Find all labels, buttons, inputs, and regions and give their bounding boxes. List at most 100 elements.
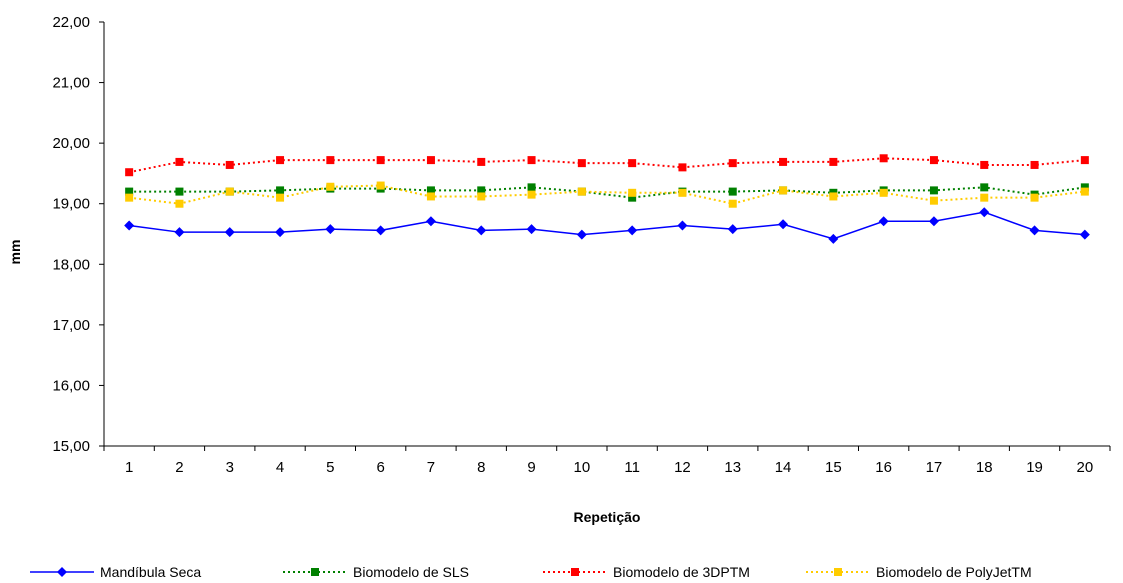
data-point [1080,187,1089,196]
y-tick-label: 19,00 [52,196,90,213]
x-tick-label: 15 [825,459,842,476]
data-point [829,157,838,166]
data-point [425,216,436,227]
data-point [426,192,435,201]
data-point [779,157,788,166]
y-tick-label: 18,00 [52,256,90,273]
data-point [980,160,989,169]
data-point [728,159,737,168]
data-point [980,183,989,192]
data-point [928,216,939,227]
data-point [728,187,737,196]
data-point [678,188,687,197]
x-tick-label: 11 [624,459,640,476]
data-point [477,192,486,201]
data-point [1080,156,1089,165]
x-tick-label: 18 [976,459,993,476]
y-tick-label: 22,00 [52,14,90,31]
data-point [175,199,184,208]
series-line [129,184,1085,205]
x-tick-label: 5 [326,459,334,476]
data-point [426,186,435,195]
series-line [128,157,1085,174]
data-point [175,157,184,166]
legend-label: Biomodelo de 3DPTM [613,564,750,580]
data-point [275,227,286,238]
x-tick-label: 6 [376,459,384,476]
x-tick-label: 1 [125,459,133,476]
x-tick-label: 3 [226,459,234,476]
data-point [527,190,536,199]
x-tick-label: 4 [276,459,284,476]
chart-legend: Mandíbula Seca Biomodelo de SLS Biomodelo … [30,564,1032,580]
chart-axes [99,21,1111,451]
data-point [1030,193,1039,202]
data-point [325,224,336,235]
y-tick-label: 15,00 [52,438,90,455]
data-point [628,159,637,168]
data-point [225,187,234,196]
data-point [980,193,989,202]
data-point [175,187,184,196]
x-tick-label: 7 [427,459,435,476]
data-point [527,183,536,192]
legend-marker [311,568,319,576]
data-point [224,227,235,238]
legend-marker [834,568,842,576]
data-point [276,156,285,165]
data-point [376,156,385,165]
data-point [125,187,134,196]
data-point [677,220,688,231]
x-tick-label: 14 [775,459,792,476]
data-point [779,186,788,195]
legend-label: Biomodelo de PolyJetTM [876,564,1032,580]
data-point [125,168,134,177]
data-point [627,225,638,236]
x-tick-label: 13 [724,459,741,476]
data-point [929,156,938,165]
data-point [1030,160,1039,169]
legend-label: Mandíbula Seca [100,564,201,580]
data-point [375,225,386,236]
x-tick-label: 20 [1077,459,1094,476]
data-point [1029,225,1040,236]
data-point [577,159,586,168]
data-point [577,187,586,196]
x-tick-labels: 1 2 3 4 5 6 7 8 9 10 11 12 13 14 15 16 17 18 19 20 [125,459,1093,476]
data-point [929,196,938,205]
data-point [526,224,537,235]
data-point [576,229,587,240]
data-point [829,192,838,201]
data-point [728,199,737,208]
legend-item: Biomodelo de SLS [283,564,469,580]
series-layer [124,154,1090,244]
y-tick-labels: 15,00 16,00 17,00 18,00 19,00 20,00 21,00 22,00 [52,14,90,455]
series-biomodelo-de-polyjettm [125,181,1089,208]
data-point [124,220,135,231]
series-line [129,211,1085,240]
data-point [727,224,738,235]
y-tick-label: 16,00 [52,377,90,394]
y-tick-label: 21,00 [52,75,90,92]
data-point [1080,183,1089,192]
data-point [1079,229,1090,240]
x-tick-label: 12 [674,459,691,476]
data-point [477,157,486,166]
x-tick-label: 8 [477,459,485,476]
data-point [477,186,486,195]
legend-item: Biomodelo de 3DPTM [543,564,750,580]
x-tick-label: 19 [1026,459,1043,476]
data-point [276,186,285,195]
y-axis-label: mm [7,240,23,265]
series-biomodelo-de-sls [125,183,1089,202]
data-point [174,227,185,238]
data-point [527,156,536,165]
data-point [426,156,435,165]
data-point [628,193,637,202]
legend-item: Biomodelo de PolyJetTM [806,564,1032,580]
data-point [476,225,487,236]
legend-marker [57,567,67,577]
data-point [326,156,335,165]
data-point [879,188,888,197]
